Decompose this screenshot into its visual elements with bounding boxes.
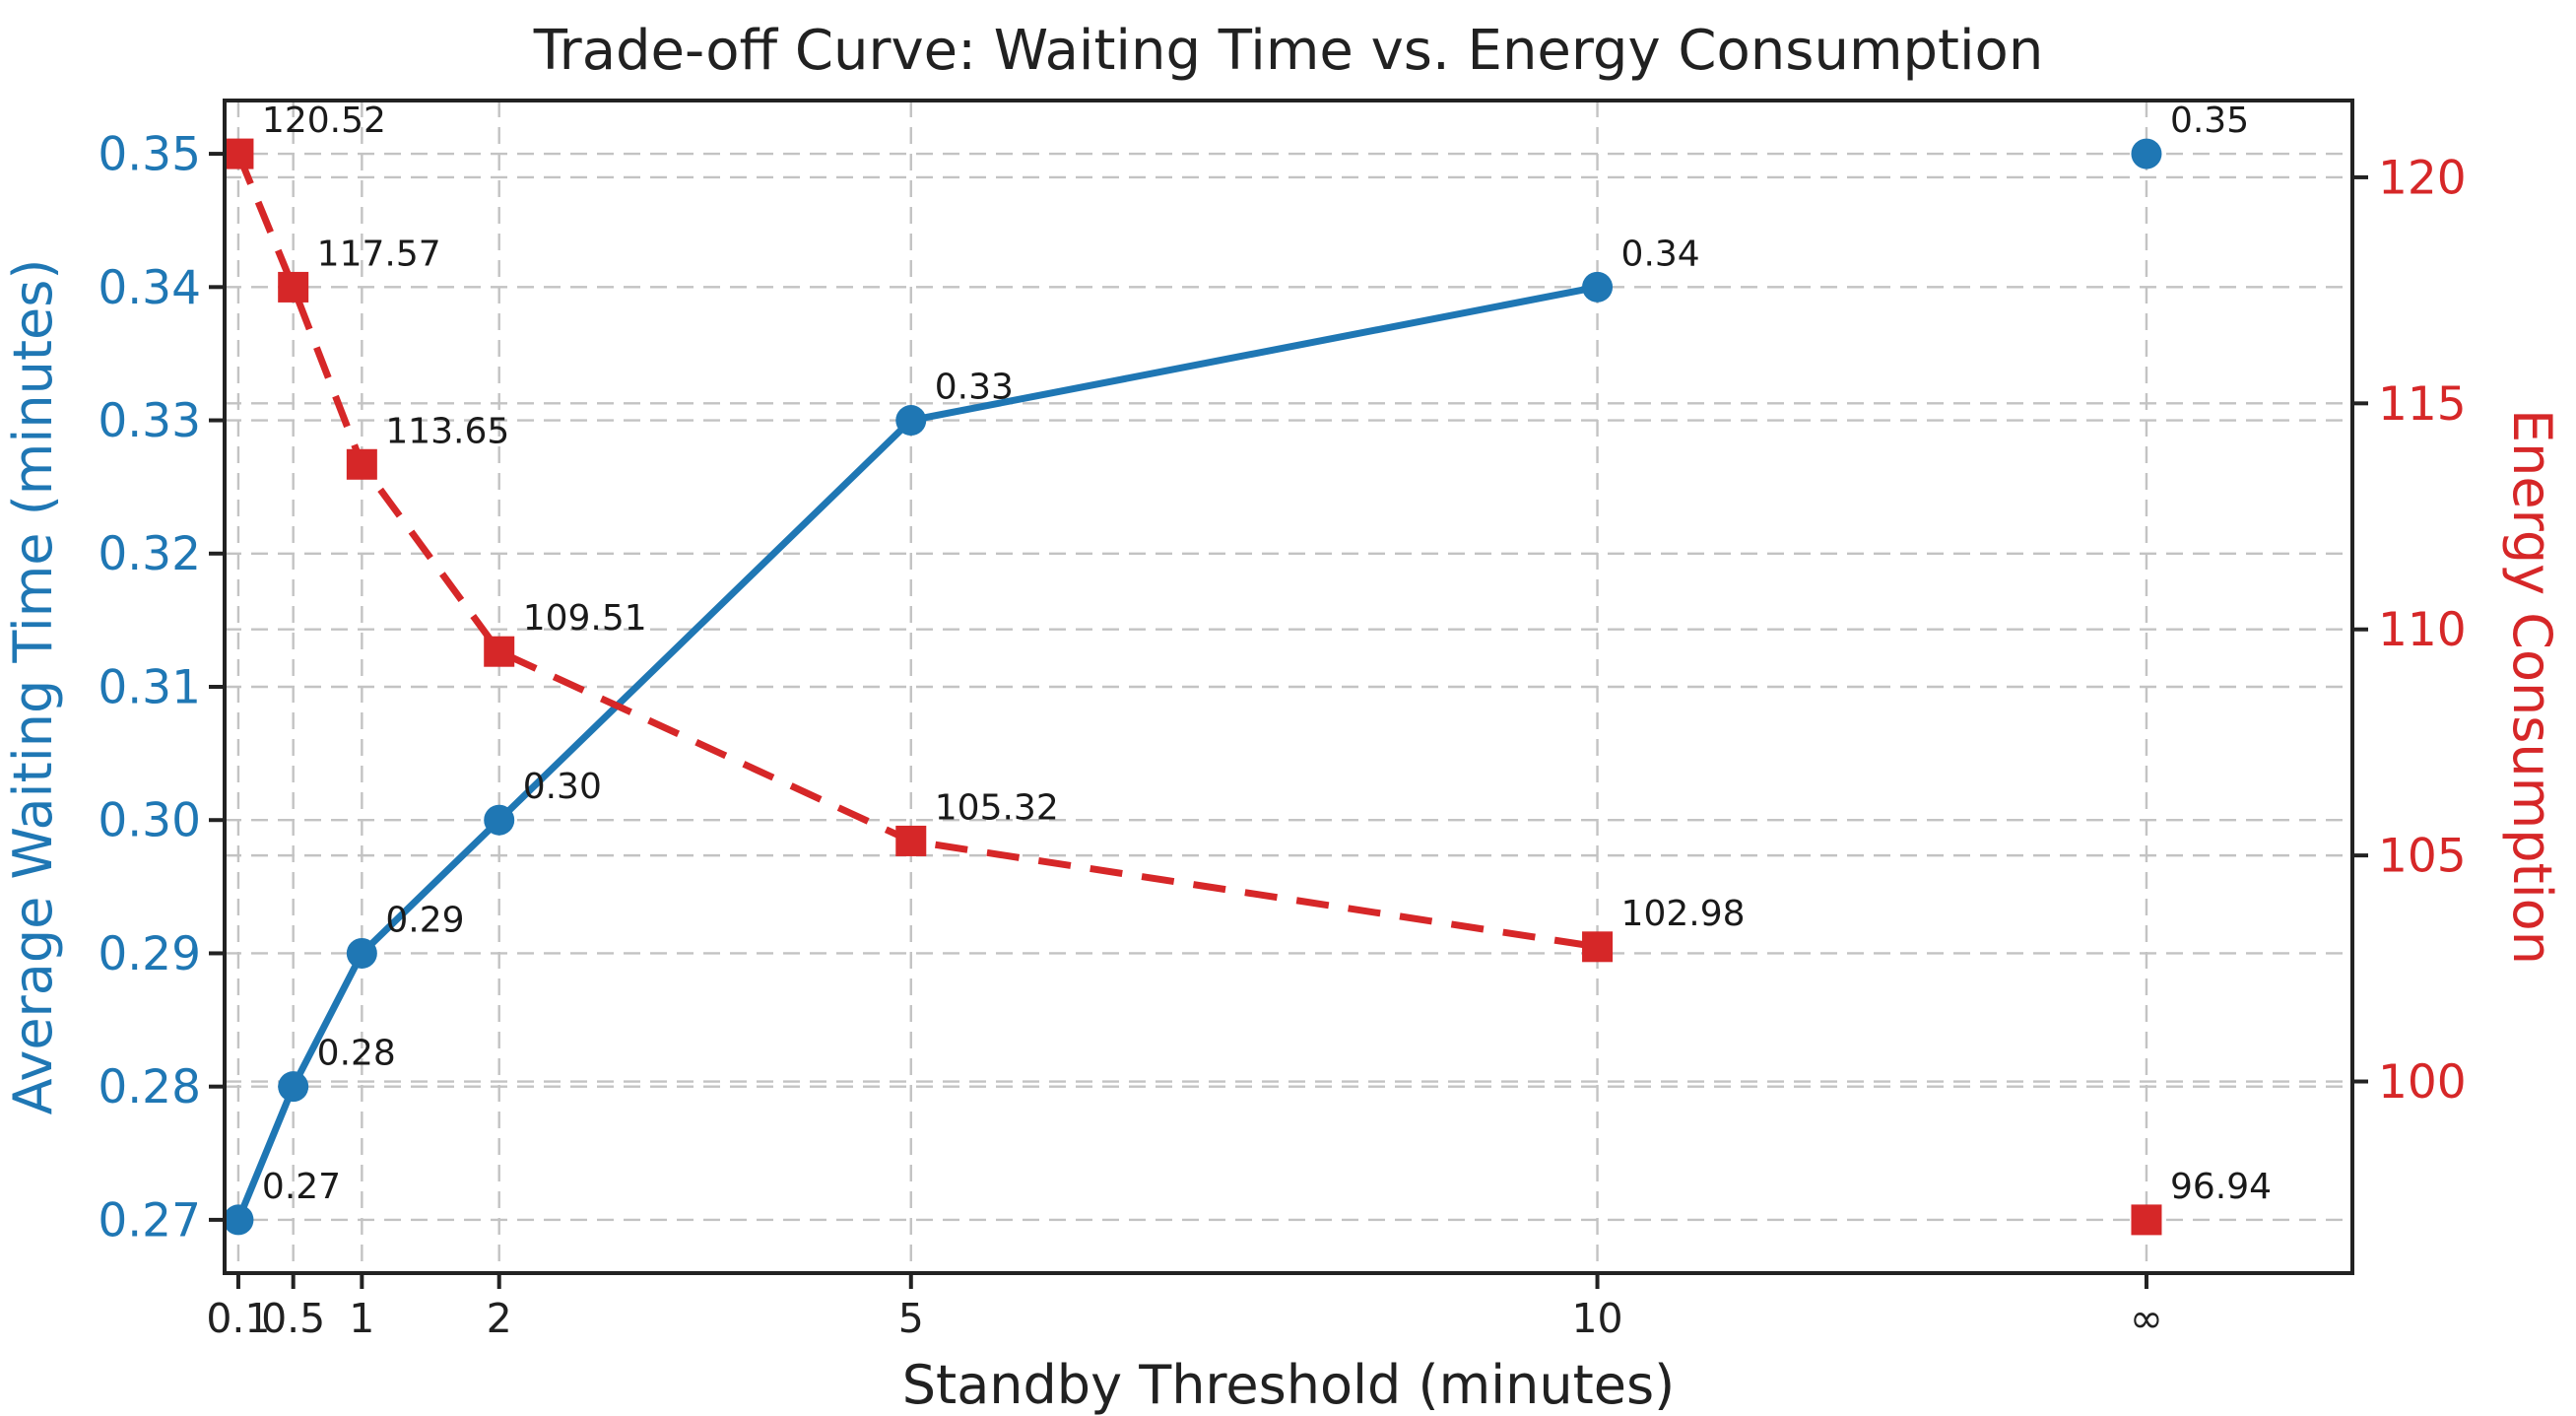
x-axis-tick-label: 0.5 (261, 1295, 325, 1342)
data-point-label: 0.27 (262, 1167, 341, 1207)
data-point-label: 0.30 (523, 767, 602, 807)
data-point-label: 105.32 (935, 787, 1059, 828)
data-point-marker (2131, 138, 2162, 169)
left-axis-tick-label: 0.33 (98, 394, 201, 448)
energy-series (223, 138, 2162, 1236)
series-line (234, 152, 1599, 951)
data-point-label: 96.94 (2170, 1167, 2272, 1207)
data-point-marker (895, 825, 927, 856)
left-axis-tick-label: 0.27 (98, 1193, 201, 1247)
data-point-label: 0.29 (385, 900, 464, 940)
left-axis-tick-label: 0.28 (98, 1060, 201, 1114)
data-point-marker (278, 271, 309, 303)
right-y-axis-label: Energy Consumption (2501, 409, 2563, 965)
x-axis-tick-label: 0.1 (206, 1295, 270, 1342)
data-point-marker (223, 138, 254, 169)
chart-title: Trade-off Curve: Waiting Time vs. Energy… (533, 19, 2044, 83)
right-axis-tick-label: 120 (2378, 151, 2467, 205)
left-axis-tick-label: 0.31 (98, 660, 201, 714)
left-axis-tick-label: 0.34 (98, 261, 201, 315)
data-point-marker (278, 1071, 309, 1103)
data-point-label: 113.65 (385, 411, 509, 451)
data-point-label: 0.35 (2170, 101, 2249, 141)
data-point-marker (484, 804, 515, 836)
right-axis-tick-label: 110 (2378, 603, 2467, 657)
data-point-marker (484, 636, 515, 667)
left-axis-tick-label: 0.32 (98, 527, 201, 581)
left-y-axis-label: Average Waiting Time (minutes) (2, 259, 64, 1115)
data-point-label: 0.33 (935, 368, 1014, 408)
x-axis-tick-label: 1 (349, 1295, 374, 1342)
x-axis-tick-label: 10 (1571, 1295, 1622, 1342)
left-axis-tick-label: 0.30 (98, 794, 201, 848)
data-point-marker (895, 405, 927, 437)
grid-layer (225, 101, 2352, 1273)
data-point-marker (223, 1204, 254, 1236)
right-axis-tick-label: 100 (2378, 1055, 2467, 1110)
series-line (234, 283, 1602, 1224)
x-axis-label: Standby Threshold (minutes) (902, 1354, 1675, 1416)
right-axis-tick-label: 105 (2378, 830, 2467, 884)
data-point-marker (1582, 271, 1614, 303)
data-point-marker (346, 937, 377, 969)
x-axis-tick-label: 2 (487, 1295, 512, 1342)
series-layer (223, 138, 2162, 1236)
waiting-time-series (223, 138, 2162, 1236)
data-point-label: 102.98 (1621, 894, 1746, 934)
tick-label-layer: 0.27 0.28 0.29 0.30 0.31 0.32 0.33 0.34 0.35 100 1… (98, 128, 2466, 1342)
annotation-layer: 0.27 0.28 0.29 0.30 0.33 0.34 0.35 120.52 117.57… (262, 101, 2272, 1207)
data-point-label: 109.51 (523, 598, 647, 639)
data-point-label: 0.28 (317, 1034, 396, 1074)
left-axis-tick-label: 0.35 (98, 128, 201, 182)
right-axis-tick-label: 115 (2378, 377, 2467, 432)
data-point-marker (2131, 1204, 2162, 1236)
data-point-label: 117.57 (317, 234, 441, 274)
data-point-label: 120.52 (262, 101, 386, 141)
axes-frame-layer (209, 99, 2368, 1289)
x-axis-tick-label: 5 (898, 1295, 924, 1342)
data-point-marker (1582, 931, 1614, 963)
x-axis-tick-label: ∞ (2130, 1295, 2163, 1342)
data-point-label: 0.34 (1621, 234, 1700, 274)
left-axis-tick-label: 0.29 (98, 927, 201, 981)
data-point-marker (346, 448, 377, 480)
